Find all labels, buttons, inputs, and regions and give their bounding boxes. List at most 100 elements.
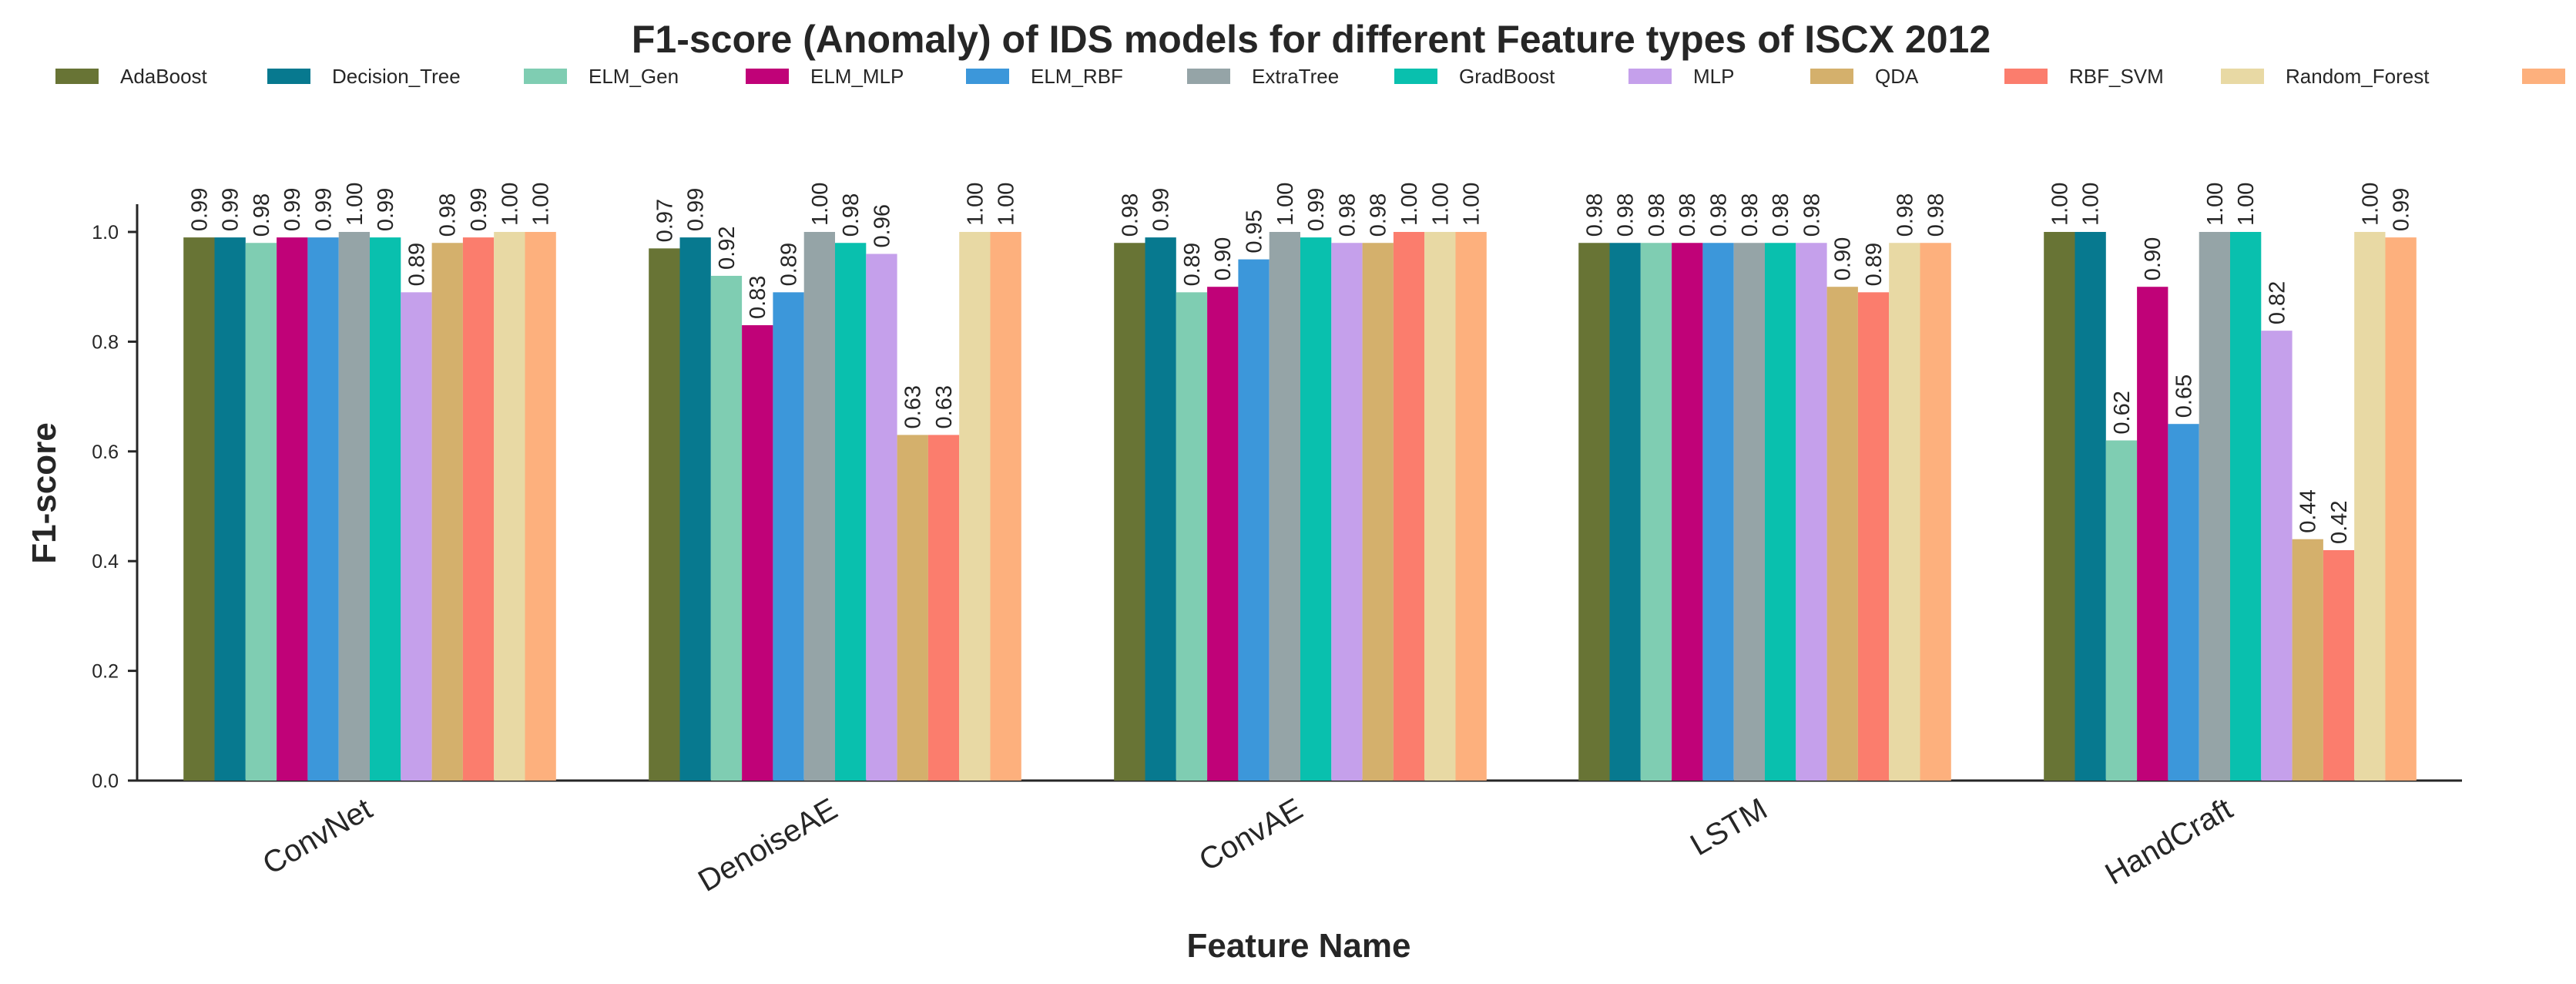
- x-category-label-denoiseae: DenoiseAE: [693, 792, 843, 898]
- legend-label-elm-mlp: ELM_MLP: [810, 65, 904, 88]
- data-label-elm-rbf-handcraft: 0.65: [2172, 374, 2197, 418]
- bar-gradboost-denoiseae: [835, 243, 867, 781]
- bar-mlp-handcraft: [2261, 331, 2293, 781]
- data-label-qda-handcraft: 0.44: [2296, 489, 2321, 532]
- data-label-gradboost-convae: 0.99: [1304, 188, 1329, 231]
- legend-label-gradboost: GradBoost: [1459, 65, 1555, 88]
- legend-label-elm-rbf: ELM_RBF: [1031, 65, 1123, 88]
- data-label-elm-rbf-convnet: 0.99: [312, 188, 337, 231]
- data-label-elm-mlp-convnet: 0.99: [280, 188, 305, 231]
- legend-label-decision-tree: Decision_Tree: [332, 65, 461, 88]
- bar-random-forest-convae: [1424, 232, 1456, 781]
- bar-elm-rbf-lstm: [1702, 243, 1734, 781]
- bar-elm-rbf-denoiseae: [773, 292, 804, 781]
- data-label-mlp-convnet: 0.89: [404, 243, 429, 286]
- bar-elm-rbf-convnet: [307, 237, 339, 781]
- legend-swatch-qda: [1810, 69, 1853, 84]
- x-category-labels: ConvNet DenoiseAE ConvAE LSTM HandCraft: [257, 792, 2239, 898]
- legend-swatch-extratree: [1187, 69, 1230, 84]
- data-label-decision-tree-convae: 0.99: [1149, 188, 1174, 231]
- data-label-mlp-handcraft: 0.82: [2265, 281, 2289, 324]
- bar-elm-mlp-convae: [1207, 287, 1239, 781]
- bar-rbf-svm-convae: [1393, 232, 1425, 781]
- bar-decision-tree-convae: [1145, 237, 1176, 781]
- x-category-label-lstm: LSTM: [1685, 792, 1773, 862]
- x-category-label-convae: ConvAE: [1193, 792, 1308, 878]
- x-category-label-convnet: ConvNet: [257, 792, 378, 882]
- bar-elm-gen-convae: [1176, 292, 1208, 781]
- data-label-rbf-svm-convae: 1.00: [1397, 183, 1422, 226]
- data-label-qda-lstm: 0.90: [1831, 237, 1856, 280]
- data-label-qda-denoiseae: 0.63: [901, 385, 926, 428]
- legend-label-random-forest: Random_Forest: [2286, 65, 2430, 88]
- bar-knn-denoiseae: [990, 232, 1021, 781]
- data-label-extratree-lstm: 0.98: [1738, 193, 1763, 237]
- bar-decision-tree-handcraft: [2075, 232, 2106, 781]
- data-label-adaboost-convnet: 0.99: [187, 188, 212, 231]
- y-tick-label: 1.0: [92, 222, 119, 243]
- legend-label-mlp: MLP: [1693, 65, 1734, 88]
- bar-extratree-convnet: [338, 232, 370, 781]
- bar-qda-lstm: [1826, 287, 1858, 781]
- data-label-elm-mlp-denoiseae: 0.83: [746, 276, 770, 319]
- x-axis-label: Feature Name: [1186, 927, 1410, 965]
- bar-qda-handcraft: [2292, 539, 2323, 781]
- bar-adaboost-convae: [1114, 243, 1145, 781]
- y-tick-label: 0.0: [92, 771, 119, 792]
- data-label-adaboost-lstm: 0.98: [1582, 193, 1607, 237]
- legend-swatch-mlp: [1628, 69, 1672, 84]
- data-label-rbf-svm-convnet: 0.99: [467, 188, 491, 231]
- data-label-mlp-denoiseae: 0.96: [870, 204, 894, 247]
- data-label-decision-tree-lstm: 0.98: [1614, 193, 1639, 237]
- bar-gradboost-convae: [1300, 237, 1332, 781]
- data-label-elm-gen-lstm: 0.98: [1645, 193, 1669, 237]
- legend-label-adaboost: AdaBoost: [120, 65, 208, 88]
- data-label-knn-convnet: 1.00: [529, 183, 554, 226]
- y-axis-label: F1-score: [25, 422, 63, 563]
- bar-elm-mlp-convnet: [277, 237, 308, 781]
- data-label-random-forest-convae: 1.00: [1428, 183, 1453, 226]
- bar-elm-gen-handcraft: [2105, 440, 2138, 781]
- bar-elm-gen-lstm: [1640, 243, 1672, 781]
- bar-adaboost-convnet: [183, 237, 215, 781]
- bar-elm-rbf-handcraft: [2168, 424, 2199, 781]
- legend-swatch-random-forest: [2221, 69, 2264, 84]
- data-label-decision-tree-handcraft: 1.00: [2079, 183, 2104, 226]
- bar-qda-denoiseae: [897, 435, 928, 781]
- bar-decision-tree-denoiseae: [679, 237, 711, 781]
- data-label-rbf-svm-denoiseae: 0.63: [932, 385, 957, 428]
- legend-swatch-elm-gen: [524, 69, 567, 84]
- bars: [183, 232, 2417, 781]
- data-label-rbf-svm-lstm: 0.89: [1862, 243, 1887, 286]
- data-labels: 0.99 0.99 0.98 0.99 0.99 1.00 0.990.890.98 0.99…: [187, 183, 2413, 544]
- bar-adaboost-handcraft: [2044, 232, 2075, 781]
- data-label-elm-mlp-lstm: 0.98: [1675, 193, 1700, 237]
- data-label-decision-tree-denoiseae: 0.99: [684, 188, 709, 231]
- x-category-label-handcraft: HandCraft: [2100, 792, 2239, 892]
- legend-label-rbf-svm: RBF_SVM: [2069, 65, 2164, 88]
- bar-rbf-svm-convnet: [462, 237, 495, 781]
- data-label-elm-gen-handcraft: 0.62: [2110, 391, 2135, 434]
- bar-knn-convnet: [525, 232, 556, 781]
- data-label-mlp-convae: 0.98: [1335, 193, 1360, 237]
- bar-gradboost-lstm: [1765, 243, 1796, 781]
- legend-label-extratree: ExtraTree: [1252, 65, 1339, 88]
- y-tick-label: 0.4: [92, 551, 119, 573]
- data-label-elm-mlp-convae: 0.90: [1211, 237, 1236, 280]
- data-label-extratree-handcraft: 1.00: [2203, 183, 2228, 226]
- legend-swatch-decision-tree: [267, 69, 310, 84]
- legend-swatch-knn: [2522, 69, 2565, 84]
- data-label-random-forest-lstm: 0.98: [1893, 193, 1917, 237]
- bar-adaboost-denoiseae: [649, 248, 680, 781]
- bar-random-forest-lstm: [1889, 243, 1920, 781]
- data-label-extratree-convnet: 1.00: [343, 183, 367, 226]
- data-label-knn-handcraft: 0.99: [2390, 188, 2414, 231]
- bar-elm-rbf-convae: [1238, 259, 1270, 781]
- data-label-adaboost-convae: 0.98: [1118, 193, 1142, 237]
- bar-rbf-svm-denoiseae: [927, 435, 960, 781]
- data-label-elm-mlp-handcraft: 0.90: [2141, 237, 2165, 280]
- data-label-random-forest-denoiseae: 1.00: [963, 183, 988, 226]
- data-label-extratree-convae: 1.00: [1273, 183, 1298, 226]
- bar-knn-lstm: [1920, 243, 1951, 781]
- data-label-adaboost-denoiseae: 0.97: [652, 199, 677, 242]
